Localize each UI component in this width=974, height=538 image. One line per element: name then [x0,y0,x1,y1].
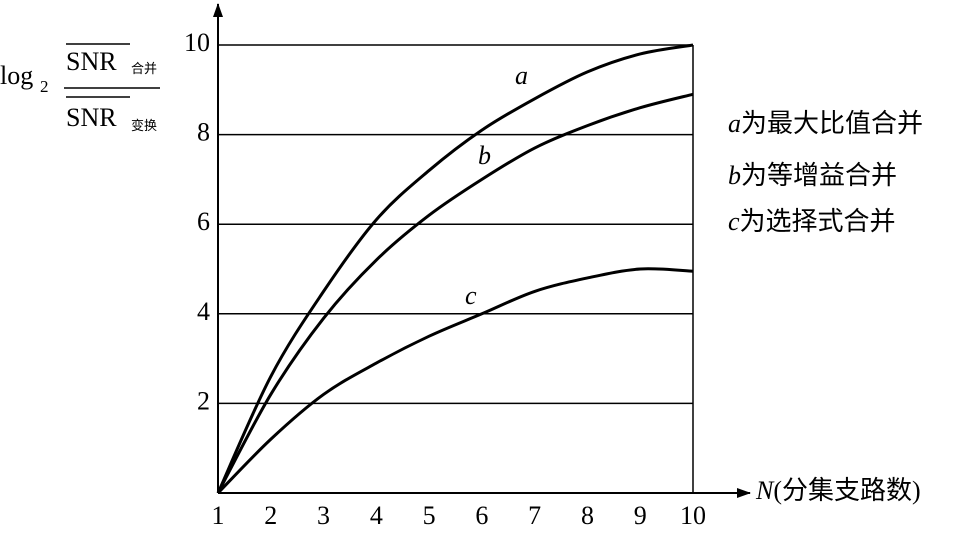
x-tick-label: 3 [317,501,330,530]
x-axis-label: N(分集支路数) [755,476,921,505]
x-tick-label: 1 [212,501,225,530]
x-tick-label: 4 [370,501,383,530]
legend-entry: b为等增益合并 [728,161,897,190]
legend-name: c [728,207,740,236]
y-tick-label: 4 [197,297,210,326]
y-label-numerator-sub: 合并 [131,61,157,76]
y-label-denominator-sub: 变换 [131,118,157,133]
y-tick-label: 2 [197,386,210,415]
y-tick-label: 8 [197,118,210,147]
x-unit: (分集支路数) [773,476,920,505]
legend-description: 为最大比值合并 [741,109,923,138]
x-tick-label: 2 [264,501,277,530]
x-tick-label: 8 [581,501,594,530]
x-tick-label: 5 [423,501,436,530]
y-label-denominator: SNR [66,103,117,132]
y-tick-label: 10 [184,28,210,57]
x-var: N [755,476,775,505]
y-tick-label: 6 [197,207,210,236]
y-label-log: log [0,61,33,90]
legend-name: b [728,161,741,190]
line [216,267,694,495]
y-label-numerator: SNR [66,47,117,76]
legend-name: a [728,109,741,138]
x-tick-label: 7 [528,501,541,530]
legend-entry: c为选择式合并 [728,207,896,236]
x-tick-label: 9 [634,501,647,530]
series-label: a [515,61,528,90]
legend-description: 为选择式合并 [740,207,896,236]
y-label-base: 2 [40,77,49,96]
line [216,43,694,494]
x-tick-label: 6 [475,501,488,530]
series-label: b [478,141,491,170]
y-axis-label: log 2 SNR 合并 SNR 变换 [0,43,160,133]
series-label: c [465,281,477,310]
legend-description: 为等增益合并 [741,161,897,190]
x-tick-label: 10 [680,501,706,530]
line [216,92,694,494]
legend-entry: a为最大比值合并 [728,109,923,138]
